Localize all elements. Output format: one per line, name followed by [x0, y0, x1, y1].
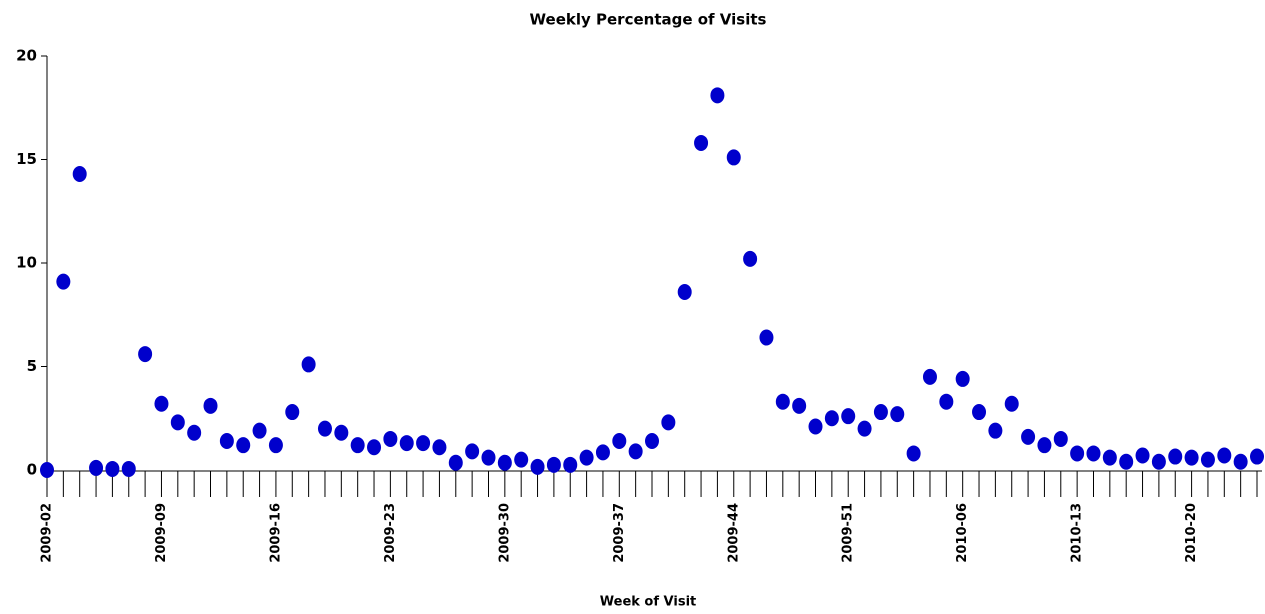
point	[1233, 453, 1248, 470]
x-tick-label: 2010-06	[955, 503, 970, 563]
point	[792, 397, 807, 414]
point	[105, 460, 120, 477]
point	[187, 424, 202, 441]
point	[1217, 447, 1232, 464]
point	[121, 460, 136, 477]
point	[1184, 449, 1199, 466]
point	[203, 397, 218, 414]
point	[219, 433, 234, 450]
point	[710, 87, 725, 104]
point	[759, 329, 774, 346]
point	[399, 435, 414, 452]
point	[1086, 445, 1101, 462]
point	[922, 368, 937, 385]
point	[317, 420, 332, 437]
point	[1135, 447, 1150, 464]
x-tick-label: 2009-16	[268, 503, 283, 563]
point	[1021, 428, 1036, 445]
point	[367, 439, 382, 456]
y-tick-label: 5	[27, 357, 37, 375]
point	[906, 445, 921, 462]
point	[988, 422, 1003, 439]
point	[448, 454, 463, 471]
point	[383, 430, 398, 447]
x-axis-label: Week of Visit	[600, 595, 697, 610]
point	[170, 414, 185, 431]
x-tick-label: 2009-09	[154, 503, 169, 563]
point	[694, 134, 709, 151]
y-tick-label: 20	[16, 47, 37, 65]
point	[612, 433, 627, 450]
point	[497, 454, 512, 471]
point	[89, 459, 104, 476]
point	[236, 437, 251, 454]
point	[432, 439, 447, 456]
x-tick-label: 2009-02	[40, 503, 55, 563]
point	[138, 346, 153, 363]
chart-title: Weekly Percentage of Visits	[530, 11, 767, 29]
point	[416, 435, 431, 452]
point	[465, 443, 480, 460]
point	[514, 451, 529, 468]
point	[285, 404, 300, 421]
point	[645, 433, 659, 450]
point	[579, 449, 594, 466]
point	[808, 418, 823, 435]
x-tick-label: 2009-44	[726, 503, 741, 563]
point	[972, 404, 987, 421]
point	[955, 370, 970, 387]
point	[268, 437, 283, 454]
point	[252, 422, 267, 439]
point	[726, 149, 741, 166]
point	[661, 414, 676, 431]
y-tick-label: 15	[16, 150, 37, 168]
point	[40, 462, 54, 478]
x-tick-label: 2009-30	[497, 503, 512, 563]
point	[334, 424, 349, 441]
x-tick-label: 2010-20	[1184, 503, 1199, 563]
point	[1053, 430, 1068, 447]
point	[56, 273, 71, 290]
point	[1168, 448, 1183, 465]
point	[1037, 437, 1052, 454]
point	[1119, 453, 1134, 470]
x-tick-label: 2009-37	[612, 503, 627, 563]
point	[301, 356, 316, 373]
point	[1250, 448, 1264, 465]
x-tick-label: 2010-13	[1070, 503, 1085, 563]
point	[154, 395, 169, 412]
point	[628, 443, 643, 460]
y-tick-label: 0	[27, 461, 37, 479]
point	[546, 456, 561, 473]
point	[350, 437, 365, 454]
point	[1200, 451, 1215, 468]
point	[1102, 449, 1117, 466]
point	[890, 406, 905, 423]
y-tick-label: 10	[16, 254, 37, 272]
point	[939, 393, 954, 410]
point	[1070, 445, 1085, 462]
point	[595, 444, 610, 461]
point	[775, 393, 790, 410]
point	[1151, 453, 1166, 470]
x-tick-label: 2009-51	[841, 503, 856, 563]
point	[563, 456, 578, 473]
point	[530, 458, 545, 475]
point	[857, 420, 872, 437]
point	[841, 408, 856, 425]
point	[873, 404, 888, 421]
point	[824, 410, 839, 427]
x-tick-label: 2009-23	[383, 503, 398, 563]
point	[677, 283, 692, 300]
point	[743, 250, 758, 267]
point	[1004, 395, 1019, 412]
point	[72, 165, 87, 182]
point	[481, 449, 496, 466]
